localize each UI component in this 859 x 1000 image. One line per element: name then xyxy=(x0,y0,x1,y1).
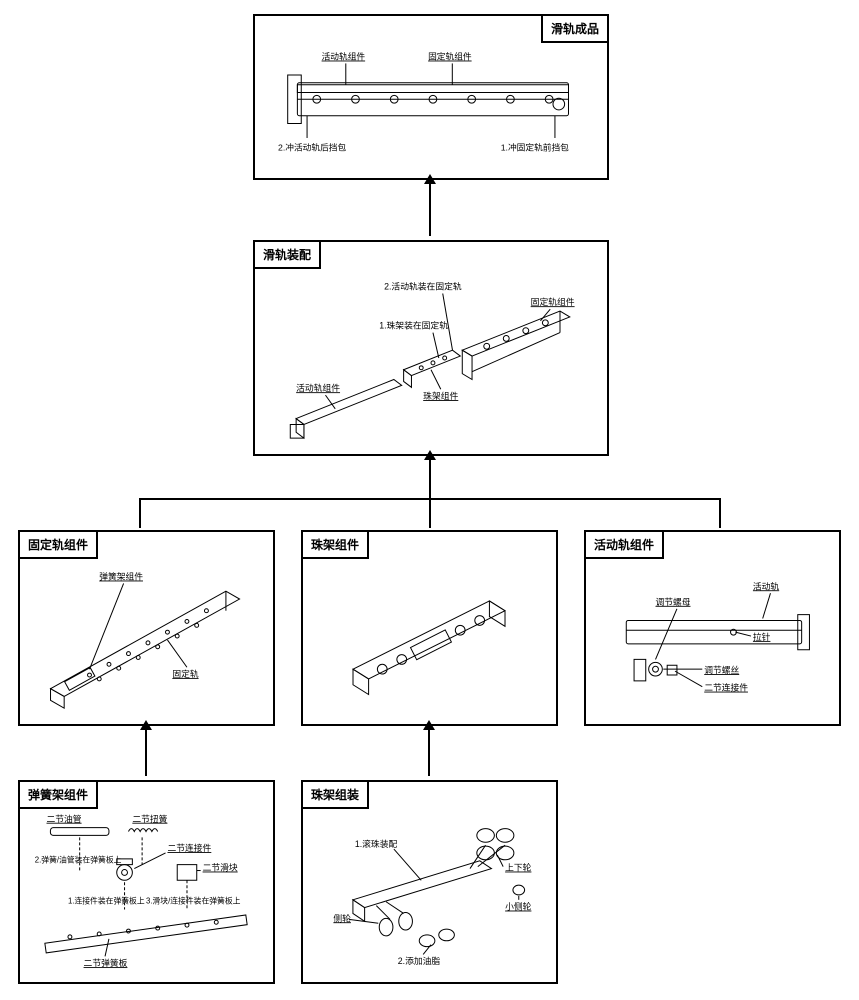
box-fixed: 固定轨组件 弹簧架组件 固定轨 xyxy=(18,530,275,726)
illus-ball xyxy=(313,562,546,714)
lbl-mv-a: 活动轨 xyxy=(753,580,779,591)
box-moving: 活动轨组件 活动轨 调节螺母 拉针 调节螺丝 二节连接件 xyxy=(584,530,841,726)
lbl-asm-p1: 固定轨组件 xyxy=(531,296,575,307)
illus-assemble: 2.活动轨装在固定轨 1.珠架装在固定轨 固定轨组件 活动轨组件 珠架组件 xyxy=(265,272,597,444)
lbl-fx-b: 固定轨 xyxy=(172,668,198,679)
title-ball: 珠架组件 xyxy=(301,530,369,559)
box-assemble: 滑轨装配 2.活动轨装在固定轨 1.珠架装在固定轨 固定轨组件 活动轨组件 xyxy=(253,240,609,456)
title-spring: 弹簧架组件 xyxy=(18,780,98,809)
lbl-sp-d: 二节滑块 xyxy=(203,862,238,873)
lbl-sp-s1: 1.连接件装在弹簧板上 xyxy=(68,896,145,906)
lbl-ba-b: 小侧轮 xyxy=(505,901,532,912)
lbl-mv-c: 拉针 xyxy=(753,631,771,642)
lbl-sp-b: 二节扭簧 xyxy=(132,813,167,824)
lbl-sp-c: 二节连接件 xyxy=(167,842,211,853)
title-moving: 活动轨组件 xyxy=(584,530,664,559)
lbl-asm-s2: 2.活动轨装在固定轨 xyxy=(384,281,462,292)
lbl-final-a: 活动轨组件 xyxy=(322,51,366,62)
lbl-ba-s1: 1.滚珠装配 xyxy=(355,838,398,849)
illus-spring: 二节油管 二节扭簧 二节连接件 二节滑块 2.弹簧/油管装在弹簧板上 1.连接件… xyxy=(30,812,263,972)
arrow-3-4a xyxy=(145,728,147,776)
arrow-3-4b xyxy=(428,728,430,776)
illus-final: 活动轨组件 固定轨组件 2.冲活动轨后挡包 1.冲固定轨前挡包 xyxy=(265,46,597,168)
title-ballasm: 珠架组装 xyxy=(301,780,369,809)
title-assemble: 滑轨装配 xyxy=(253,240,321,269)
lbl-ba-c: 侧轮 xyxy=(333,912,351,923)
lbl-mv-e: 二节连接件 xyxy=(704,682,748,693)
lbl-asm-s1: 1.珠架装在固定轨 xyxy=(379,320,448,331)
arrow-1-2 xyxy=(429,182,431,236)
illus-fixed: 弹簧架组件 固定轨 xyxy=(30,562,263,714)
lbl-ba-s2: 2.添加油脂 xyxy=(398,955,441,966)
lbl-asm-p2: 活动轨组件 xyxy=(296,382,340,393)
lbl-asm-p3: 珠架组件 xyxy=(423,390,458,401)
illus-ballasm: 1.滚珠装配 上下轮 小侧轮 侧轮 2.添加油脂 xyxy=(313,812,546,972)
branch-right xyxy=(719,498,721,528)
branch-mid xyxy=(429,498,431,528)
lbl-sp-s3: 3.滑块/连接件装在弹簧板上 xyxy=(146,896,241,906)
lbl-final-c: 2.冲活动轨后挡包 xyxy=(278,142,346,153)
lbl-mv-b: 调节螺母 xyxy=(656,597,691,607)
lbl-sp-e: 二节弹簧板 xyxy=(84,957,128,968)
lbl-final-d: 1.冲固定轨前挡包 xyxy=(501,142,569,153)
illus-moving: 活动轨 调节螺母 拉针 调节螺丝 二节连接件 xyxy=(596,562,829,714)
branch-left xyxy=(139,498,141,528)
lbl-sp-s2: 2.弹簧/油管装在弹簧板上 xyxy=(35,855,122,865)
arrow-2-3 xyxy=(429,458,431,498)
lbl-ba-a: 上下轮 xyxy=(505,862,532,873)
title-final: 滑轨成品 xyxy=(541,14,609,43)
box-final: 滑轨成品 活动轨组件 固定轨组件 2.冲活动轨后挡包 1.冲固定轨前挡包 xyxy=(253,14,609,180)
box-spring: 弹簧架组件 二节油管 二节扭簧 二节连接件 二节滑块 xyxy=(18,780,275,984)
lbl-sp-a: 二节油管 xyxy=(47,813,82,824)
lbl-final-b: 固定轨组件 xyxy=(428,51,472,62)
title-fixed: 固定轨组件 xyxy=(18,530,98,559)
lbl-mv-d: 调节螺丝 xyxy=(704,664,739,675)
box-ballasm: 珠架组装 1.滚珠装配 上下轮 小侧轮 侧轮 xyxy=(301,780,558,984)
box-ball: 珠架组件 xyxy=(301,530,558,726)
lbl-fx-a: 弹簧架组件 xyxy=(99,571,143,582)
